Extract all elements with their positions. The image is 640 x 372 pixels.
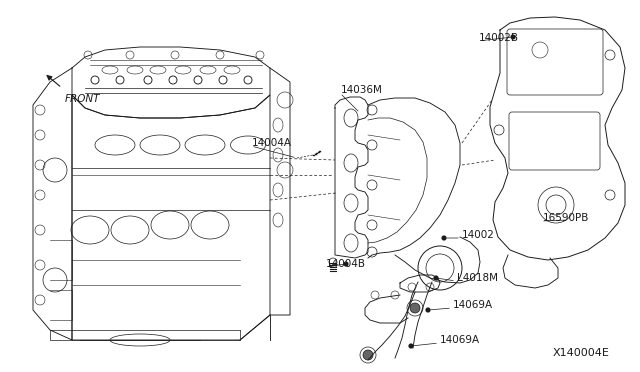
Text: 14002B: 14002B (479, 33, 519, 43)
Text: 14004A: 14004A (252, 138, 292, 148)
Text: 14002: 14002 (462, 230, 495, 240)
Text: 14004B: 14004B (326, 259, 366, 269)
Circle shape (433, 276, 438, 280)
Text: 14069A: 14069A (440, 335, 480, 345)
Text: FRONT: FRONT (65, 94, 100, 104)
Circle shape (426, 308, 431, 312)
Text: L4018M: L4018M (457, 273, 498, 283)
Circle shape (442, 235, 447, 241)
Circle shape (410, 303, 420, 313)
Circle shape (344, 262, 349, 266)
Text: 14036M: 14036M (341, 85, 383, 95)
Text: 14069A: 14069A (453, 300, 493, 310)
Text: X140004E: X140004E (553, 348, 610, 358)
Circle shape (511, 35, 515, 39)
Circle shape (408, 343, 413, 349)
Text: 16590PB: 16590PB (543, 213, 589, 223)
Circle shape (363, 350, 373, 360)
